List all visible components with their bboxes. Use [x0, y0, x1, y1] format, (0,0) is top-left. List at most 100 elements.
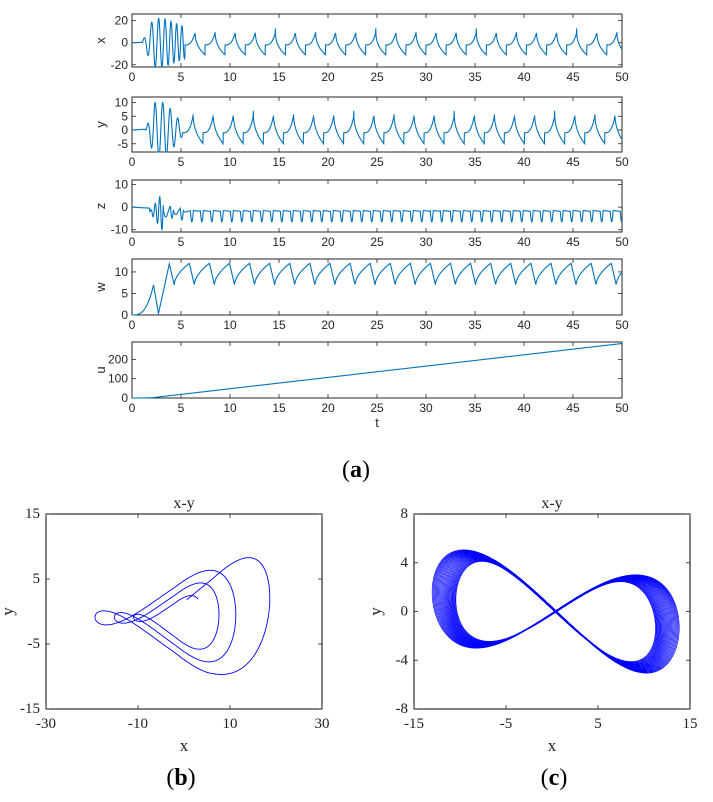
y-tick-label: 5	[33, 571, 41, 587]
y-axis-label: y	[366, 607, 385, 616]
x-tick-label: 5	[594, 716, 602, 732]
x-tick-label: 50	[615, 318, 629, 332]
plot-frame	[45, 513, 323, 710]
panel-label-a: (a)	[342, 457, 370, 483]
x-tick-label: 25	[370, 235, 384, 249]
attractor-c	[431, 549, 680, 674]
y-tick-label: 4	[401, 555, 409, 571]
x-tick-label: 25	[370, 401, 384, 415]
x-tick-label: 35	[468, 70, 482, 84]
x-tick-label: 5	[178, 155, 185, 169]
y-tick-label: 100	[108, 372, 128, 386]
x-tick-label: 5	[178, 318, 185, 332]
x-tick-label: 0	[129, 235, 136, 249]
x-tick-label: 40	[517, 318, 531, 332]
axes-a5	[131, 341, 623, 399]
x-tick-label: 15	[272, 70, 286, 84]
x-tick-label: -5	[500, 716, 513, 732]
x-tick-label: 45	[566, 70, 580, 84]
plot-frame	[131, 258, 623, 316]
x-tick-label: -10	[128, 716, 148, 732]
x-tick-label: 0	[129, 155, 136, 169]
y-tick-label: -15	[20, 701, 40, 717]
y-tick-label: 0	[121, 391, 128, 405]
y-tick-label: 0	[121, 123, 128, 137]
chart-title: x-y	[541, 495, 562, 512]
x-tick-label: 45	[566, 318, 580, 332]
x-tick-label: 30	[419, 401, 433, 415]
x-tick-label: 20	[321, 235, 335, 249]
panel-label-c: (c)	[541, 765, 568, 791]
x-tick-label: 5	[178, 401, 185, 415]
x-tick-label: 35	[468, 235, 482, 249]
y-tick-label: 20	[115, 14, 129, 28]
x-tick-label: -15	[404, 716, 424, 732]
x-tick-label: 30	[315, 716, 330, 732]
plot-frame	[131, 341, 623, 399]
y-tick-label: -5	[117, 137, 128, 151]
y-axis-label: x	[93, 37, 108, 44]
y-tick-label: 10	[115, 96, 129, 110]
y-tick-label: 8	[401, 506, 409, 522]
x-tick-label: 35	[468, 155, 482, 169]
panel-label-b: (b)	[166, 765, 195, 791]
x-tick-label: 10	[223, 235, 237, 249]
x-tick-label: 45	[566, 401, 580, 415]
x-tick-label: 30	[419, 70, 433, 84]
series-line-x	[131, 17, 623, 69]
x-tick-label: 30	[419, 235, 433, 249]
y-tick-label: 0	[121, 308, 128, 322]
x-tick-label: 40	[517, 401, 531, 415]
chart-title: x-y	[173, 495, 194, 512]
x-tick-label: 15	[272, 318, 286, 332]
x-tick-label: 35	[468, 318, 482, 332]
trajectory-b	[94, 557, 271, 675]
y-tick-label: 15	[25, 506, 40, 522]
x-axis-label: x	[180, 736, 189, 755]
series-line-y	[131, 101, 623, 153]
series-line-u	[132, 342, 623, 399]
x-tick-label: 10	[223, 155, 237, 169]
x-tick-label: 10	[223, 318, 237, 332]
y-axis-label: y	[93, 121, 108, 128]
y-tick-label: 10	[115, 265, 129, 279]
axes-a4	[131, 258, 623, 316]
plot-frame	[413, 513, 691, 710]
y-tick-label: 200	[108, 352, 128, 366]
y-tick-label: 0	[401, 604, 409, 620]
x-tick-label: 50	[615, 70, 629, 84]
x-tick-label: 0	[129, 401, 136, 415]
y-tick-label: -20	[111, 58, 129, 72]
x-tick-label: 0	[129, 70, 136, 84]
axes-b	[45, 513, 323, 710]
x-tick-label: 30	[419, 155, 433, 169]
x-tick-label: 20	[321, 401, 335, 415]
x-tick-label: 0	[129, 318, 136, 332]
x-tick-label: 40	[517, 235, 531, 249]
x-tick-label: 20	[321, 70, 335, 84]
axes-a3	[131, 179, 623, 233]
x-tick-label: 10	[223, 716, 238, 732]
x-tick-label: 15	[272, 155, 286, 169]
axes-a2	[131, 96, 623, 153]
x-tick-label: 20	[321, 155, 335, 169]
x-tick-label: 45	[566, 235, 580, 249]
x-tick-label: 30	[419, 318, 433, 332]
x-axis-label: t	[375, 415, 379, 430]
y-tick-label: 0	[121, 36, 128, 50]
x-tick-label: 10	[223, 70, 237, 84]
attractor-loop	[431, 549, 680, 674]
series-line-z	[131, 195, 623, 231]
x-tick-label: 5	[178, 70, 185, 84]
x-tick-label: 40	[517, 155, 531, 169]
x-tick-label: 25	[370, 70, 384, 84]
y-tick-label: 5	[121, 286, 128, 300]
y-tick-label: -8	[396, 701, 409, 717]
x-tick-label: 15	[272, 401, 286, 415]
x-tick-label: -30	[36, 716, 56, 732]
x-tick-label: 20	[321, 318, 335, 332]
x-tick-label: 50	[615, 155, 629, 169]
x-tick-label: 25	[370, 155, 384, 169]
y-axis-label: w	[93, 282, 108, 293]
